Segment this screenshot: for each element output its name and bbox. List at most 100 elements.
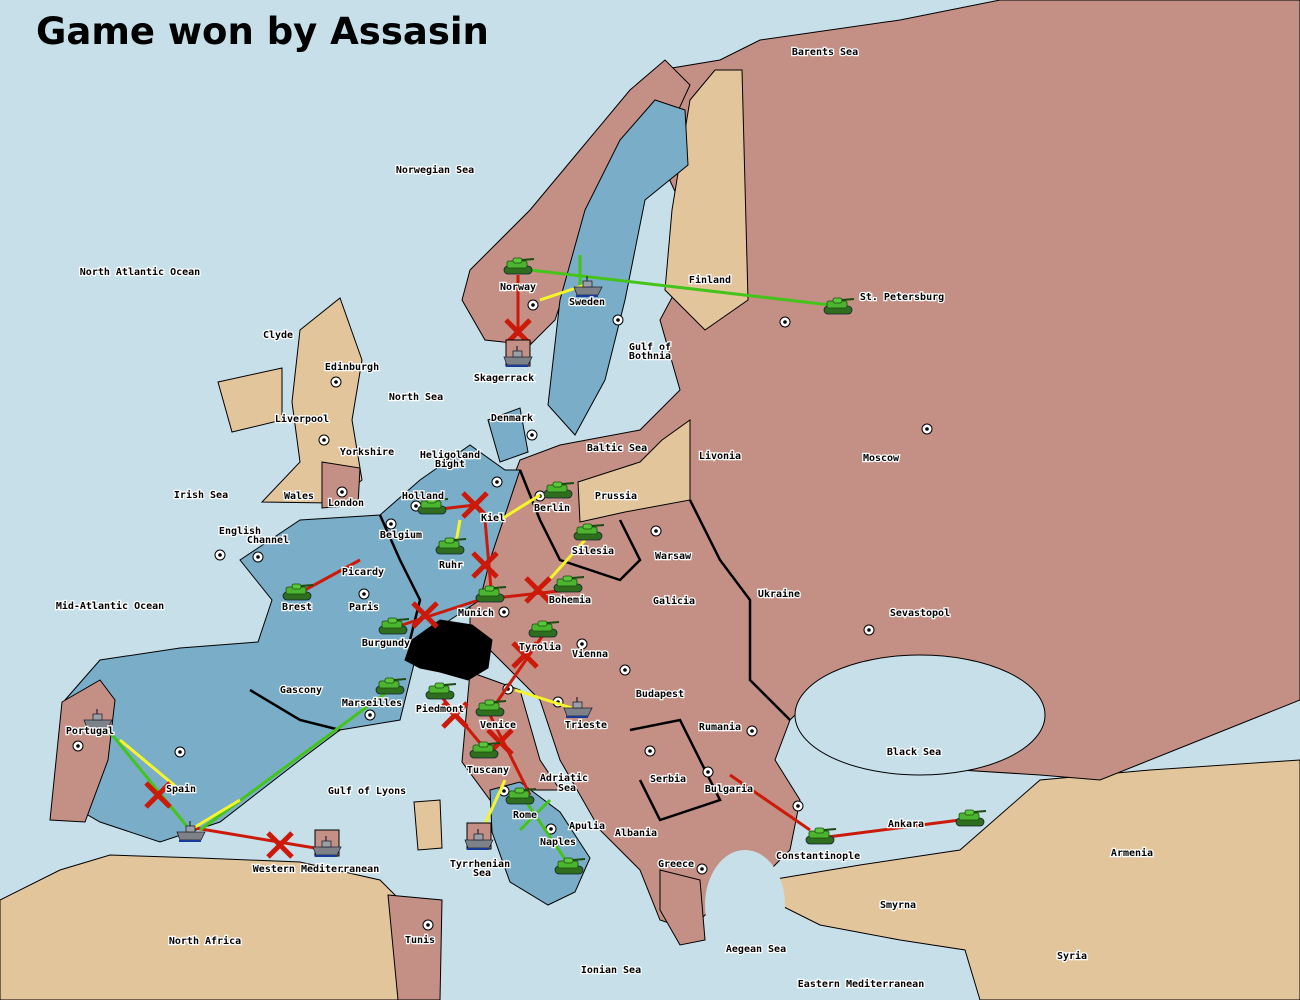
province-label: London [328, 498, 364, 509]
army-tank-icon[interactable] [435, 537, 467, 555]
army-tank-icon[interactable] [469, 741, 501, 759]
province-label: Gulf of Lyons [328, 786, 406, 797]
army-tank-icon[interactable] [378, 617, 410, 635]
province-label: Trieste [565, 719, 607, 731]
region-denmark[interactable] [487, 407, 529, 463]
order-move-arrow [304, 558, 361, 592]
supply-center-icon [330, 376, 342, 388]
province-label: Gascony [280, 685, 322, 696]
black-sea[interactable] [794, 654, 1046, 776]
province-label: Skagerrack [474, 373, 534, 384]
failed-order-x-icon [524, 576, 552, 604]
supply-center-icon [576, 638, 588, 650]
province-label: Piedmont [416, 703, 464, 715]
province-label: North Sea [389, 392, 443, 403]
province-label: North Atlantic Ocean [80, 266, 200, 278]
province-label: Belgium [380, 529, 422, 541]
failed-order-x-icon [511, 641, 539, 669]
province-label: Ruhr [439, 560, 463, 571]
order-support-arrow [514, 688, 579, 712]
region-sweden[interactable] [547, 99, 689, 436]
region-london[interactable] [321, 461, 361, 509]
supply-center-icon [612, 314, 624, 326]
region-north-africa[interactable] [0, 854, 421, 1000]
army-tank-icon[interactable] [554, 857, 586, 875]
army-tank-icon[interactable] [475, 699, 507, 717]
supply-center-icon [526, 429, 538, 441]
province-label: Tuscany [467, 765, 509, 776]
province-label: Munich [458, 607, 494, 619]
army-tank-icon[interactable] [503, 257, 535, 275]
army-tank-icon[interactable] [573, 523, 605, 541]
army-tank-icon[interactable] [475, 585, 507, 603]
supply-center-icon [72, 740, 84, 752]
failed-order-x-icon [441, 701, 469, 729]
supply-center-icon [650, 525, 662, 537]
region-tunis[interactable] [387, 894, 443, 1000]
order-convoy-arrow [523, 799, 571, 866]
province-label: Heligoland [420, 449, 480, 461]
province-label: Ukraine [758, 588, 800, 600]
region-ireland[interactable] [217, 367, 283, 433]
supply-center-icon [385, 518, 397, 530]
region-prussia[interactable] [577, 419, 691, 523]
army-tank-icon[interactable] [282, 583, 314, 601]
province-label: English [219, 525, 261, 537]
army-tank-icon[interactable] [417, 497, 449, 515]
supply-center-icon [921, 423, 933, 435]
fleet-ship-icon[interactable] [176, 821, 206, 842]
province-label: Yorkshire [340, 446, 394, 458]
eastern-med-sea[interactable] [690, 935, 975, 1000]
supply-center-icon [644, 745, 656, 757]
supply-center-icon [863, 624, 875, 636]
supply-center-icon [336, 486, 348, 498]
province-label: Burgundy [362, 638, 410, 649]
province-label: Tyrolia [519, 641, 561, 653]
province-label: Black Sea [887, 747, 941, 758]
fleet-ship-icon[interactable] [83, 709, 113, 730]
army-tank-icon[interactable] [528, 620, 560, 638]
failed-order-x-icon [144, 781, 172, 809]
game-title: Game won by Assasin [36, 10, 489, 53]
province-label: Tunis [405, 934, 435, 946]
province-label: Ankara [888, 819, 924, 830]
province-label: Portugal [66, 726, 114, 737]
army-tank-icon[interactable] [543, 481, 575, 499]
region-greece[interactable] [659, 869, 706, 946]
province-label: Berlin [534, 502, 570, 514]
order-support-arrow [499, 493, 541, 522]
fleet-ship-icon[interactable] [573, 276, 603, 297]
province-label: Baltic Sea [587, 442, 647, 454]
province-label: Channel [247, 535, 289, 546]
province-label: Western Mediterranean [253, 863, 379, 875]
supply-center-icon [214, 549, 226, 561]
region-middle-east[interactable] [769, 759, 1300, 1000]
order-move-arrow [819, 818, 961, 840]
province-label: Liverpool [275, 413, 329, 425]
failed-order-x-icon [461, 491, 489, 519]
army-tank-icon[interactable] [375, 677, 407, 695]
province-label: Brest [282, 602, 312, 613]
fleet-ship-icon[interactable] [464, 822, 494, 850]
army-tank-icon[interactable] [955, 809, 987, 827]
province-label: Bothnia [629, 350, 671, 362]
army-tank-icon[interactable] [425, 682, 457, 700]
province-label: Ionian Sea [581, 964, 641, 976]
province-label: Clyde [263, 330, 293, 341]
fleet-ship-icon[interactable] [312, 829, 342, 857]
army-tank-icon[interactable] [553, 575, 585, 593]
region-sardinia[interactable] [413, 799, 443, 851]
supply-center-icon [527, 299, 539, 311]
supply-center-icon [792, 800, 804, 812]
fleet-ship-icon[interactable] [503, 339, 533, 367]
region-impassable [404, 619, 493, 681]
fleet-ship-icon[interactable] [563, 697, 593, 718]
province-label: Venice [480, 719, 516, 731]
province-label: Albania [615, 827, 657, 839]
army-tank-icon[interactable] [805, 827, 837, 845]
army-tank-icon[interactable] [823, 297, 855, 315]
army-tank-icon[interactable] [505, 787, 537, 805]
supply-center-icon [702, 766, 714, 778]
aegean-sea[interactable] [705, 850, 785, 960]
